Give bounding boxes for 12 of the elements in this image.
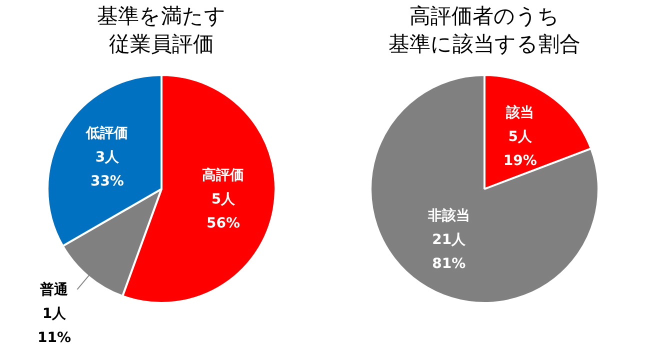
slice-label: 該当 [505,104,534,122]
slice-label: 低評価 [85,124,128,142]
slice-label: 非該当 [426,207,470,224]
data-label: 5人 56% [206,192,240,232]
data-label: 1人 11% [37,306,71,346]
data-label: 5人 19% [503,129,537,170]
chart-title: 高評価者のうち基準に該当する割合 [388,3,582,58]
chart-title: 基準を満たす従業員評価 [96,3,227,58]
slice-label: 普通 [39,281,70,298]
data-label: 21人 81% [432,232,467,272]
data-label: 3人 33% [90,149,124,190]
slice-label: 高評価 [202,166,244,184]
